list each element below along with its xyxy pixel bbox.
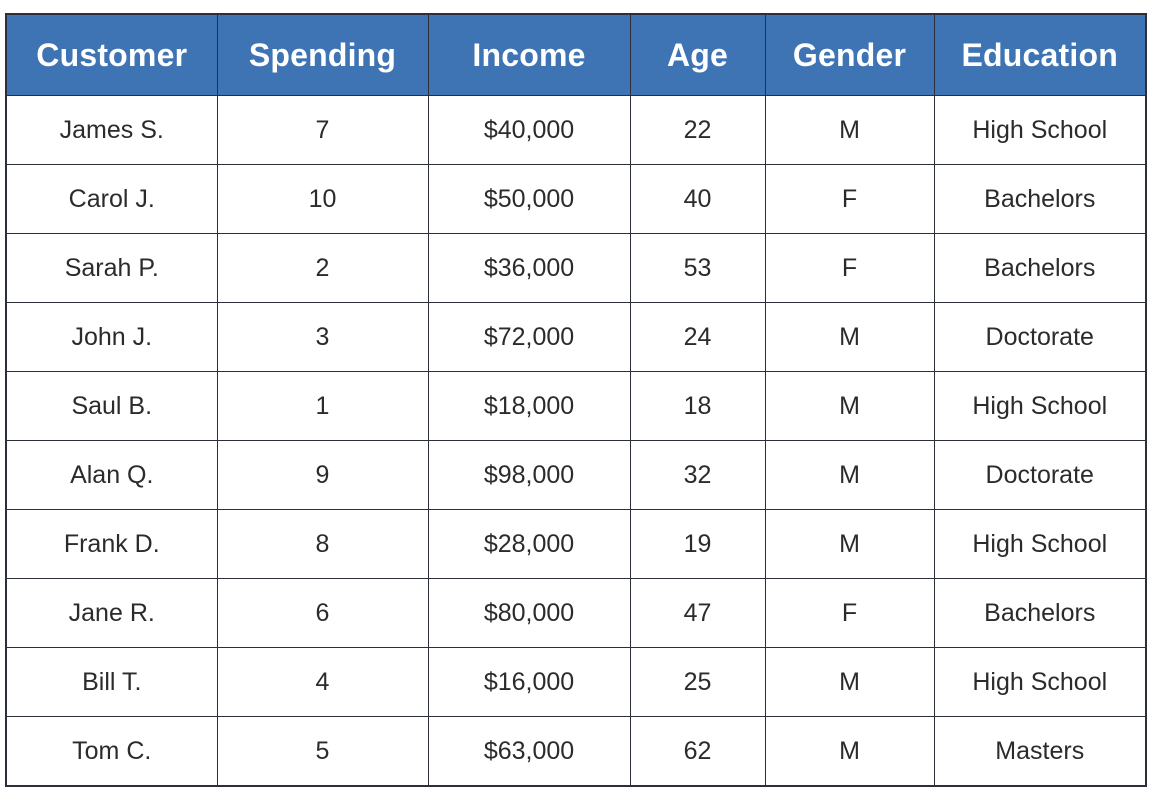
cell-income: $40,000 — [427, 95, 631, 165]
table-row: Alan Q. 9 $98,000 32 M Doctorate — [5, 440, 1147, 510]
cell-income: $63,000 — [427, 716, 631, 787]
cell-income: $72,000 — [427, 302, 631, 372]
cell-age: 47 — [629, 578, 766, 648]
table-row: James S. 7 $40,000 22 M High School — [5, 95, 1147, 165]
cell-customer: Frank D. — [5, 509, 218, 579]
cell-education: Bachelors — [933, 164, 1147, 234]
cell-spending: 6 — [216, 578, 429, 648]
cell-gender: M — [764, 716, 935, 787]
cell-spending: 4 — [216, 647, 429, 717]
cell-spending: 7 — [216, 95, 429, 165]
cell-gender: M — [764, 509, 935, 579]
cell-education: High School — [933, 509, 1147, 579]
cell-customer: Alan Q. — [5, 440, 218, 510]
cell-customer: Carol J. — [5, 164, 218, 234]
cell-spending: 3 — [216, 302, 429, 372]
cell-gender: M — [764, 371, 935, 441]
cell-age: 22 — [629, 95, 766, 165]
cell-age: 18 — [629, 371, 766, 441]
cell-age: 53 — [629, 233, 766, 303]
cell-age: 40 — [629, 164, 766, 234]
cell-gender: F — [764, 233, 935, 303]
cell-income: $98,000 — [427, 440, 631, 510]
cell-gender: M — [764, 440, 935, 510]
cell-spending: 10 — [216, 164, 429, 234]
cell-income: $16,000 — [427, 647, 631, 717]
cell-income: $80,000 — [427, 578, 631, 648]
table-row: Tom C. 5 $63,000 62 M Masters — [5, 716, 1147, 787]
cell-education: Doctorate — [933, 302, 1147, 372]
cell-customer: John J. — [5, 302, 218, 372]
cell-age: 32 — [629, 440, 766, 510]
cell-age: 24 — [629, 302, 766, 372]
cell-spending: 1 — [216, 371, 429, 441]
table-row: Bill T. 4 $16,000 25 M High School — [5, 647, 1147, 717]
cell-education: Doctorate — [933, 440, 1147, 510]
cell-education: Bachelors — [933, 233, 1147, 303]
cell-income: $28,000 — [427, 509, 631, 579]
cell-customer: James S. — [5, 95, 218, 165]
column-header-customer: Customer — [5, 13, 218, 96]
column-header-spending: Spending — [216, 13, 429, 96]
cell-age: 25 — [629, 647, 766, 717]
cell-spending: 5 — [216, 716, 429, 787]
column-header-education: Education — [933, 13, 1147, 96]
column-header-age: Age — [629, 13, 766, 96]
cell-income: $18,000 — [427, 371, 631, 441]
cell-age: 62 — [629, 716, 766, 787]
cell-customer: Saul B. — [5, 371, 218, 441]
table-row: Saul B. 1 $18,000 18 M High School — [5, 371, 1147, 441]
cell-education: Bachelors — [933, 578, 1147, 648]
cell-gender: M — [764, 95, 935, 165]
cell-education: Masters — [933, 716, 1147, 787]
table-row: Jane R. 6 $80,000 47 F Bachelors — [5, 578, 1147, 648]
cell-gender: F — [764, 578, 935, 648]
table-row: Frank D. 8 $28,000 19 M High School — [5, 509, 1147, 579]
cell-gender: F — [764, 164, 935, 234]
cell-customer: Bill T. — [5, 647, 218, 717]
cell-income: $50,000 — [427, 164, 631, 234]
table-row: John J. 3 $72,000 24 M Doctorate — [5, 302, 1147, 372]
column-header-gender: Gender — [764, 13, 935, 96]
cell-customer: Tom C. — [5, 716, 218, 787]
table-row: Carol J. 10 $50,000 40 F Bachelors — [5, 164, 1147, 234]
table-body: James S. 7 $40,000 22 M High School Carol J. 10… — [5, 95, 1147, 787]
cell-customer: Jane R. — [5, 578, 218, 648]
cell-education: High School — [933, 95, 1147, 165]
cell-age: 19 — [629, 509, 766, 579]
table-header: Customer Spending Income Age Gender Educ… — [5, 13, 1147, 96]
table-row: Sarah P. 2 $36,000 53 F Bachelors — [5, 233, 1147, 303]
cell-income: $36,000 — [427, 233, 631, 303]
cell-gender: M — [764, 302, 935, 372]
cell-education: High School — [933, 647, 1147, 717]
cell-education: High School — [933, 371, 1147, 441]
column-header-income: Income — [427, 13, 631, 96]
cell-gender: M — [764, 647, 935, 717]
cell-spending: 9 — [216, 440, 429, 510]
cell-customer: Sarah P. — [5, 233, 218, 303]
header-row: Customer Spending Income Age Gender Educ… — [5, 13, 1147, 96]
customer-table: Customer Spending Income Age Gender Educ… — [5, 13, 1147, 787]
cell-spending: 8 — [216, 509, 429, 579]
cell-spending: 2 — [216, 233, 429, 303]
